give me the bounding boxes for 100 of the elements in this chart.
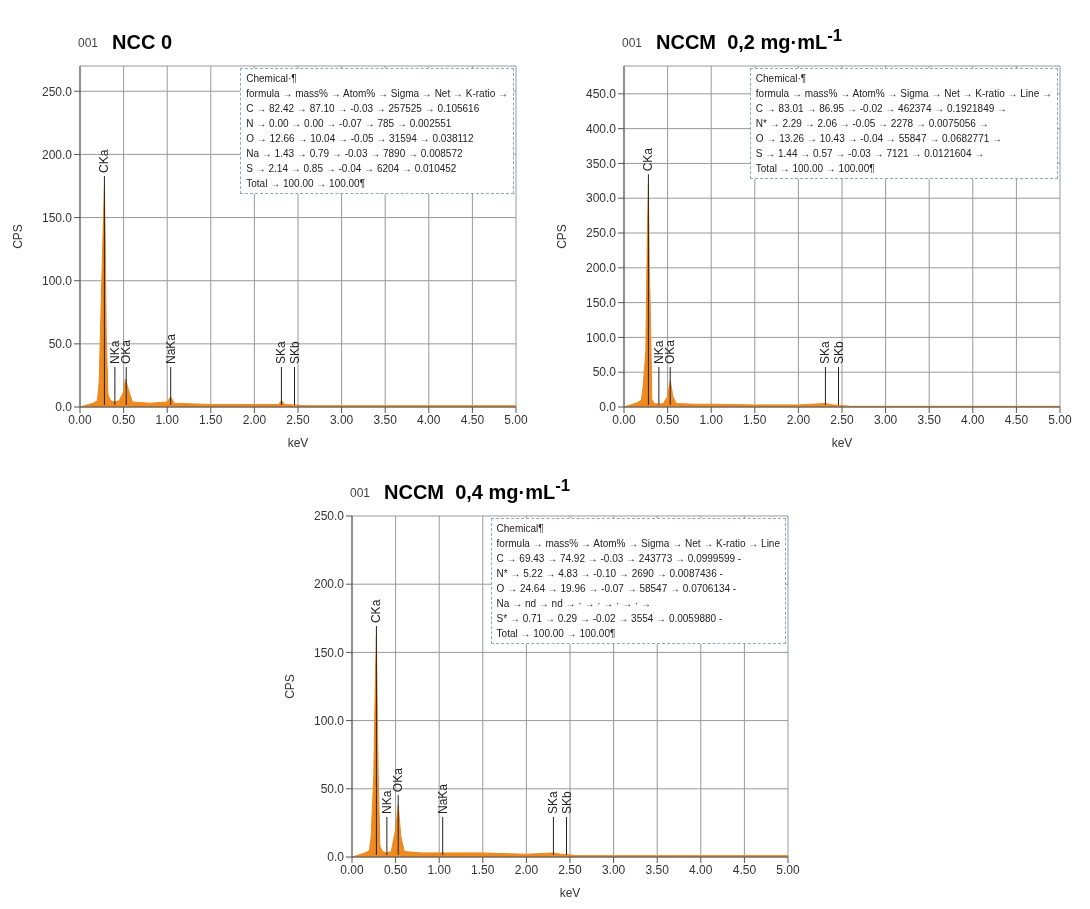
annotation: S* → 0.71 → 0.29 → -0.02 → 3554 → 0.0059880 - — [496, 612, 724, 626]
x-tick-label: 5.00 — [504, 412, 528, 427]
y-axis-title: CPS — [555, 224, 570, 249]
annotation: S → 1.44 → 0.57 → -0.03 → 7121 → 0.0121604 → — [755, 147, 986, 161]
x-axis-title: keV — [559, 886, 581, 900]
y-tick-label: 200.0 — [585, 261, 617, 276]
y-axis-title: CPS — [11, 224, 26, 249]
ref-line-label: CKa — [369, 599, 384, 624]
ref-line-label: NaKa — [163, 333, 178, 364]
ref-line-label: SKa — [546, 790, 561, 814]
text: 001 — [350, 486, 371, 500]
ref-line-label: OKa — [391, 767, 406, 793]
x-tick-label: 4.50 — [1004, 412, 1029, 427]
x-tick-label: 1.50 — [743, 412, 767, 427]
x-tick-label: 0.50 — [655, 412, 680, 427]
x-tick-label: 1.50 — [199, 412, 223, 427]
annotation: Chemical¶ — [496, 522, 545, 536]
x-tick-label: 2.50 — [830, 412, 854, 427]
y-tick-label: 150.0 — [313, 645, 345, 660]
annotation: C → 83.01 → 86.95 → -0.02 → 462374 → 0.1921849 → — [755, 102, 1009, 116]
y-tick-label: 200.0 — [313, 577, 345, 592]
x-tick-label: 0.00 — [68, 412, 92, 427]
x-tick-label: 3.00 — [601, 862, 626, 877]
annotation: formula → mass% → Atom% → Sigma → Net → K-ratio → Line → — [755, 87, 1052, 101]
y-tick-label: 350.0 — [585, 156, 617, 171]
y-tick-label: 400.0 — [585, 121, 617, 136]
x-tick-label: 3.00 — [873, 412, 898, 427]
y-tick-label: 300.0 — [585, 191, 617, 206]
annotation: C → 82.42 → 87.10 → -0.03 → 257525 → 0.105616 — [246, 102, 481, 116]
x-tick-label: 4.00 — [417, 412, 441, 427]
ref-line-label: SKb — [287, 340, 302, 364]
ref-line-label: SKb — [559, 790, 574, 814]
annotation: N* → 2.29 → 2.06 → -0.05 → 2278 → 0.0075056 → — [755, 117, 990, 131]
x-tick-label: 1.00 — [155, 412, 180, 427]
x-tick-label: 3.50 — [917, 412, 942, 427]
text: 001 — [78, 36, 99, 50]
ref-line-label: SKb — [831, 340, 846, 364]
ref-line-label: SKa — [818, 340, 833, 364]
ref-line-label: OKa — [663, 339, 678, 364]
y-tick-label: 250.0 — [585, 226, 617, 241]
annotation: Chemical·¶ — [246, 72, 298, 86]
annotation: formula → mass% → Atom% → Sigma → Net → K-ratio → Line — [496, 537, 780, 551]
ref-line-label: NaKa — [435, 783, 450, 814]
y-axis-title: CPS — [283, 674, 298, 699]
y-tick-label: 150.0 — [41, 210, 73, 225]
annotation: S → 2.14 → 0.85 → -0.04 → 6204 → 0.010452 — [246, 162, 458, 176]
x-tick-label: 2.50 — [286, 412, 310, 427]
ref-line-label: CKa — [97, 149, 112, 173]
y-tick-label: 450.0 — [585, 87, 617, 102]
ref-line-label: NKa — [651, 340, 666, 364]
ref-line-label: OKa — [119, 339, 134, 364]
annotation: Total → 100.00 → 100.00¶ — [246, 177, 367, 191]
x-tick-label: 3.00 — [329, 412, 354, 427]
x-tick-label: 0.50 — [383, 862, 408, 877]
annotation: N → 0.00 → 0.00 → -0.07 → 785 → 0.002551 — [246, 117, 453, 131]
x-axis-title: keV — [287, 436, 309, 450]
x-tick-label: 3.50 — [373, 412, 398, 427]
y-tick-label: 0.0 — [327, 850, 345, 865]
ref-line-label: SKa — [274, 340, 289, 364]
annotation: Total → 100.00 → 100.00¶ — [755, 162, 876, 176]
y-tick-label: 100.0 — [313, 713, 345, 728]
y-tick-label: 50.0 — [320, 782, 345, 797]
y-tick-label: 150.0 — [585, 295, 617, 310]
y-tick-label: 0.0 — [599, 400, 617, 415]
ref-line-label: NKa — [107, 340, 122, 364]
annotation: C → 69.43 → 74.92 → -0.03 → 243773 → 0.0999599 - — [496, 552, 743, 566]
x-tick-label: 5.00 — [1048, 412, 1072, 427]
ref-line-label: NKa — [379, 790, 394, 814]
x-tick-label: 0.00 — [612, 412, 636, 427]
annotation: N* → 5.22 → 4.83 → -0.10 → 2690 → 0.0087436 - — [496, 567, 724, 581]
x-tick-label: 1.00 — [699, 412, 724, 427]
x-tick-label: 4.50 — [460, 412, 485, 427]
x-axis-title: keV — [831, 436, 853, 450]
x-tick-label: 2.00 — [242, 412, 267, 427]
x-tick-label: 0.50 — [111, 412, 136, 427]
y-tick-label: 50.0 — [592, 365, 617, 380]
y-tick-label: 50.0 — [48, 337, 73, 352]
text: 001 — [622, 36, 643, 50]
chart-title: NCCM 0,4 mg·mL$^{-1}$ — [384, 476, 570, 504]
y-tick-label: 250.0 — [41, 84, 73, 99]
x-tick-label: 3.50 — [645, 862, 670, 877]
x-tick-label: 2.00 — [786, 412, 811, 427]
x-tick-label: 1.00 — [427, 862, 452, 877]
annotation: Chemical·¶ — [755, 72, 808, 86]
annotation: O → 24.64 → 19.96 → -0.07 → 58547 → 0.0706134 - — [496, 582, 738, 596]
annotation: Na → 1.43 → 0.79 → -0.03 → 7890 → 0.008572 — [246, 147, 464, 161]
annotation: Total → 100.00 → 100.00¶ — [496, 627, 617, 641]
chart-title: NCCM 0,2 mg·mL$^{-1}$ — [656, 26, 842, 54]
x-tick-label: 2.50 — [558, 862, 582, 877]
annotation: O → 13.26 → 10.43 → -0.04 → 55847 → 0.0682771 → — [755, 132, 1004, 146]
y-tick-label: 100.0 — [41, 273, 73, 288]
x-tick-label: 2.00 — [514, 862, 539, 877]
ref-line-label: CKa — [641, 147, 656, 172]
annotation: formula → mass% → Atom% → Sigma → Net → K-ratio → — [246, 87, 508, 101]
x-tick-label: 1.50 — [471, 862, 495, 877]
chart-title: NCC 0 — [112, 31, 173, 54]
x-tick-label: 5.00 — [776, 862, 800, 877]
x-tick-label: 0.00 — [340, 862, 364, 877]
y-tick-label: 0.0 — [55, 400, 73, 415]
y-tick-label: 250.0 — [313, 509, 345, 524]
